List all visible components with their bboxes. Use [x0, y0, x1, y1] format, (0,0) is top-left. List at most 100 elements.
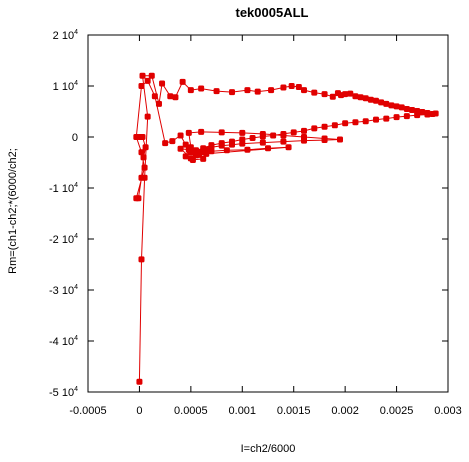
data-point: [203, 150, 210, 157]
data-point: [239, 140, 246, 147]
data-point: [259, 130, 266, 137]
data-point: [352, 93, 359, 100]
data-point: [141, 164, 148, 171]
data-point: [218, 142, 225, 149]
data-point: [362, 118, 369, 125]
data-point: [169, 138, 176, 145]
data-point: [373, 97, 379, 104]
data-point: [198, 85, 205, 92]
data-point: [393, 103, 400, 110]
data-point: [280, 138, 287, 145]
data-point: [182, 141, 189, 148]
x-tick-label: 0.001: [229, 405, 257, 417]
data-point: [383, 115, 390, 122]
data-point: [189, 156, 196, 163]
data-point: [373, 116, 379, 123]
data-point: [290, 129, 297, 136]
data-point: [208, 148, 215, 155]
y-tick-label: 0: [72, 132, 78, 144]
data-point: [301, 127, 307, 134]
data-point: [383, 100, 390, 107]
data-point: [140, 154, 147, 161]
data-point: [352, 119, 359, 126]
data-point: [177, 132, 184, 139]
data-point: [213, 88, 220, 95]
data-point: [223, 147, 230, 154]
data-point: [378, 99, 385, 106]
data-point: [321, 137, 328, 144]
x-tick-label: -0.0005: [69, 405, 106, 417]
data-point: [285, 144, 292, 151]
data-point: [268, 87, 275, 94]
data-point: [409, 106, 415, 113]
data-point: [342, 91, 349, 98]
data-point: [148, 72, 155, 79]
y-tick-label: -5 104: [49, 386, 78, 399]
plot-frame: [87, 34, 449, 393]
x-tick-label: 0: [136, 405, 142, 417]
data-point: [301, 87, 307, 94]
data-point: [254, 88, 261, 95]
y-tick-label: -1 104: [49, 182, 78, 195]
data-point: [185, 129, 192, 136]
data-point: [295, 84, 302, 91]
y-tick-label: -3 104: [49, 284, 78, 297]
data-point: [177, 145, 184, 152]
data-point: [280, 132, 287, 139]
data-point: [198, 128, 205, 135]
data-point: [342, 120, 349, 127]
data-point: [357, 94, 364, 101]
data-point: [432, 110, 439, 117]
data-point: [187, 87, 194, 94]
data-series: [133, 72, 439, 385]
data-point: [249, 135, 256, 142]
data-point: [138, 83, 145, 89]
x-axis-label: I=ch2/6000: [241, 443, 296, 455]
chart-title: tek0005ALL: [236, 5, 309, 20]
data-point: [138, 256, 145, 263]
data-point: [311, 89, 318, 96]
series-line: [135, 75, 436, 382]
y-tick-label: -2 104: [49, 233, 78, 246]
x-tick-label: 0.003: [434, 405, 462, 417]
data-point: [172, 94, 179, 101]
y-tick-label: 1 104: [53, 80, 78, 93]
data-point: [393, 114, 400, 121]
data-point: [280, 84, 287, 91]
data-point: [200, 155, 207, 162]
x-tick-label: 0.0015: [277, 405, 311, 417]
y-axis-label: Rm=(ch1-ch2;*(6000/ch2;: [7, 148, 19, 274]
data-point: [329, 93, 336, 100]
x-tick-label: 0.0025: [380, 405, 414, 417]
y-tick-label: -4 104: [49, 335, 78, 348]
data-point: [193, 147, 199, 154]
data-point: [424, 111, 431, 118]
data-point: [142, 144, 149, 151]
data-point: [321, 91, 328, 98]
data-point: [144, 77, 151, 84]
data-point: [337, 136, 343, 143]
x-tick-label: 0.002: [331, 405, 359, 417]
data-point: [151, 93, 158, 100]
data-point: [137, 134, 144, 140]
data-point: [403, 113, 410, 120]
data-point: [367, 96, 374, 103]
data-point: [388, 102, 395, 109]
data-point: [182, 153, 189, 160]
y-tick-label: 2 104: [53, 29, 78, 42]
data-point: [321, 123, 328, 130]
data-point: [203, 146, 210, 153]
data-point: [259, 139, 266, 146]
data-point: [138, 174, 145, 181]
data-point: [244, 87, 251, 94]
data-point: [155, 100, 162, 107]
data-point: [229, 141, 235, 148]
data-point: [270, 132, 277, 139]
data-point: [244, 146, 251, 153]
x-tick-label: 0.0005: [174, 405, 208, 417]
data-point: [331, 122, 338, 129]
data-point: [144, 113, 151, 120]
data-point: [139, 72, 146, 79]
data-point: [179, 78, 186, 85]
